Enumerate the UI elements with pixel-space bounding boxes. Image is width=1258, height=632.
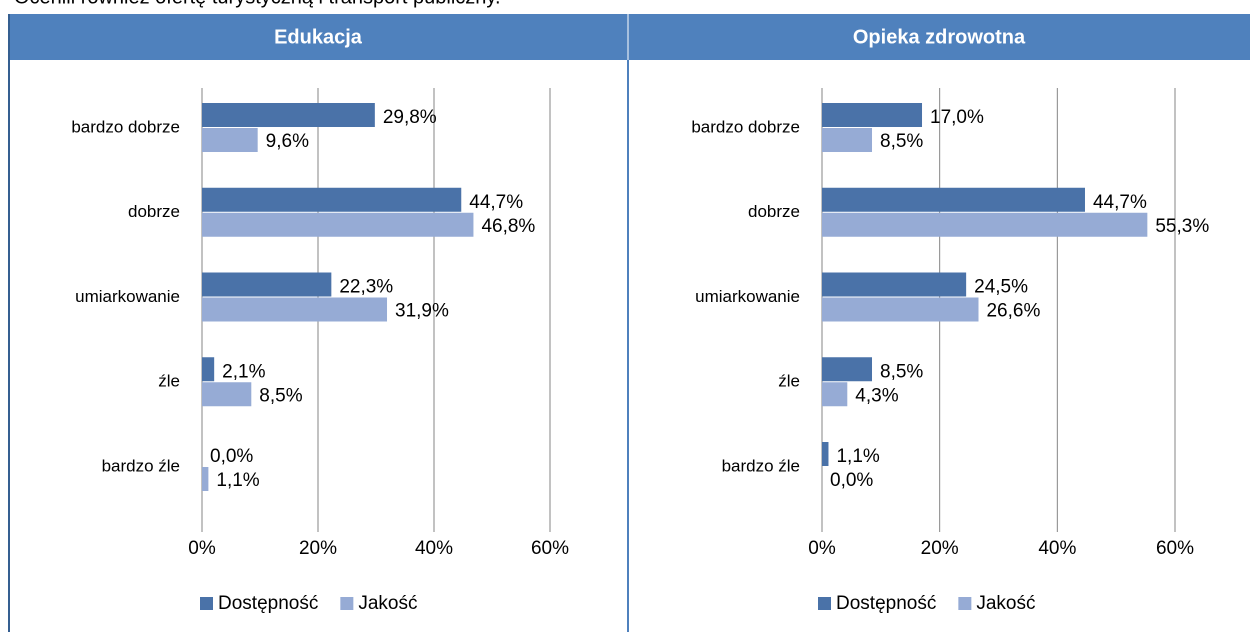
- data-label: 29,8%: [383, 107, 437, 128]
- legend-label: Jakość: [976, 593, 1035, 614]
- data-label: 22,3%: [339, 277, 393, 298]
- legend-swatch: [200, 597, 213, 610]
- bar: [202, 212, 474, 237]
- intro-text: Ocenili również ofertę turystyczną i tra…: [14, 0, 501, 8]
- y-tick-label: źle: [158, 372, 180, 391]
- data-label: 44,7%: [469, 192, 523, 213]
- data-label: 8,5%: [880, 131, 923, 152]
- x-tick-label: 40%: [415, 538, 453, 559]
- data-label: 24,5%: [974, 277, 1028, 298]
- bar: [202, 103, 375, 127]
- data-label: 0,0%: [830, 470, 873, 491]
- bar: [822, 442, 829, 466]
- x-tick-label: 40%: [1038, 538, 1076, 559]
- x-tick-label: 20%: [921, 538, 959, 559]
- bar: [822, 103, 923, 127]
- data-label: 46,8%: [481, 216, 535, 237]
- y-tick-label: dobrze: [128, 202, 180, 221]
- data-label: 4,3%: [855, 385, 898, 406]
- x-tick-label: 60%: [1156, 538, 1194, 559]
- data-label: 31,9%: [395, 301, 449, 322]
- bar: [822, 272, 967, 297]
- data-label: 1,1%: [216, 470, 259, 491]
- bar: [822, 212, 1148, 237]
- data-label: 17,0%: [930, 107, 984, 128]
- bar: [202, 128, 258, 152]
- bar: [202, 297, 388, 322]
- bar: [202, 272, 332, 297]
- legend-swatch: [340, 597, 354, 610]
- data-label: 0,0%: [210, 446, 253, 467]
- data-label: 2,1%: [222, 361, 265, 382]
- y-tick-label: bardzo źle: [722, 456, 800, 475]
- legend-label: Jakość: [358, 593, 417, 614]
- legend-swatch: [818, 597, 831, 610]
- x-tick-label: 0%: [808, 538, 836, 559]
- bar: [202, 467, 209, 491]
- x-tick-label: 60%: [531, 538, 569, 559]
- y-tick-label: dobrze: [748, 202, 800, 221]
- x-tick-label: 0%: [188, 538, 216, 559]
- bar: [822, 382, 848, 407]
- chart-title: Edukacja: [274, 26, 363, 48]
- data-label: 8,5%: [259, 385, 302, 406]
- bar: [822, 187, 1085, 212]
- legend-label: Dostępność: [218, 593, 318, 614]
- bar: [202, 187, 462, 212]
- x-tick-label: 20%: [299, 538, 337, 559]
- data-label: 44,7%: [1093, 192, 1147, 213]
- y-tick-label: bardzo dobrze: [691, 117, 800, 136]
- data-label: 26,6%: [986, 301, 1040, 322]
- y-tick-label: bardzo źle: [102, 456, 180, 475]
- legend-swatch: [958, 597, 972, 610]
- data-label: 55,3%: [1155, 216, 1209, 237]
- y-tick-label: umiarkowanie: [695, 287, 800, 306]
- bar: [202, 357, 215, 382]
- y-tick-label: bardzo dobrze: [71, 117, 180, 136]
- bar: [822, 297, 979, 322]
- data-label: 9,6%: [266, 131, 309, 152]
- chart-title: Opieka zdrowotna: [853, 26, 1026, 48]
- y-tick-label: umiarkowanie: [75, 287, 180, 306]
- data-label: 1,1%: [836, 446, 879, 467]
- y-tick-label: źle: [778, 372, 800, 391]
- header-bar: [8, 14, 1250, 60]
- data-label: 8,5%: [880, 361, 923, 382]
- legend-label: Dostępność: [836, 593, 936, 614]
- bar: [202, 382, 252, 407]
- bar: [822, 357, 873, 382]
- bar: [822, 128, 873, 152]
